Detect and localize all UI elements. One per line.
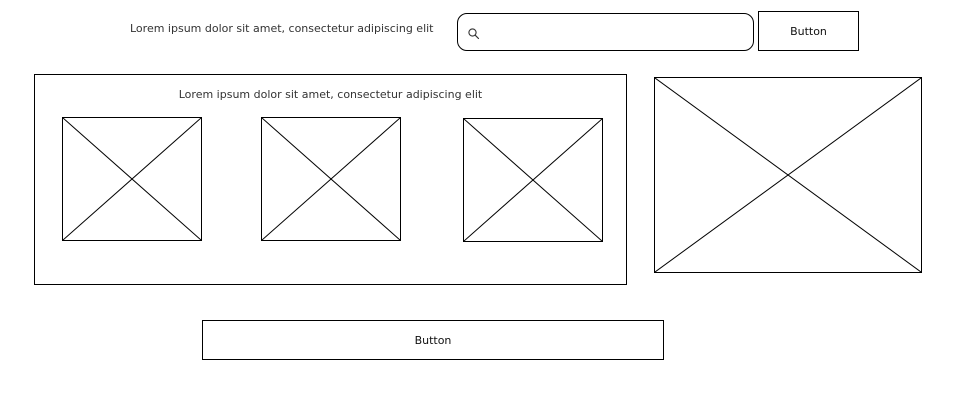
search-icon — [467, 26, 481, 40]
panel-title: Lorem ipsum dolor sit amet, consectetur … — [178, 88, 483, 101]
image-placeholder-3 — [463, 118, 603, 242]
side-image-placeholder — [654, 77, 922, 273]
bottom-button[interactable]: Button — [202, 320, 664, 360]
top-button[interactable]: Button — [758, 11, 859, 51]
image-placeholder-icon — [63, 118, 201, 240]
image-placeholder-icon — [262, 118, 400, 240]
image-placeholder-icon — [655, 78, 921, 272]
search-box[interactable] — [457, 13, 754, 51]
image-placeholder-2 — [261, 117, 401, 241]
header-text: Lorem ipsum dolor sit amet, consectetur … — [130, 22, 434, 35]
image-placeholder-icon — [464, 119, 602, 241]
image-placeholder-1 — [62, 117, 202, 241]
search-input[interactable] — [488, 20, 743, 44]
